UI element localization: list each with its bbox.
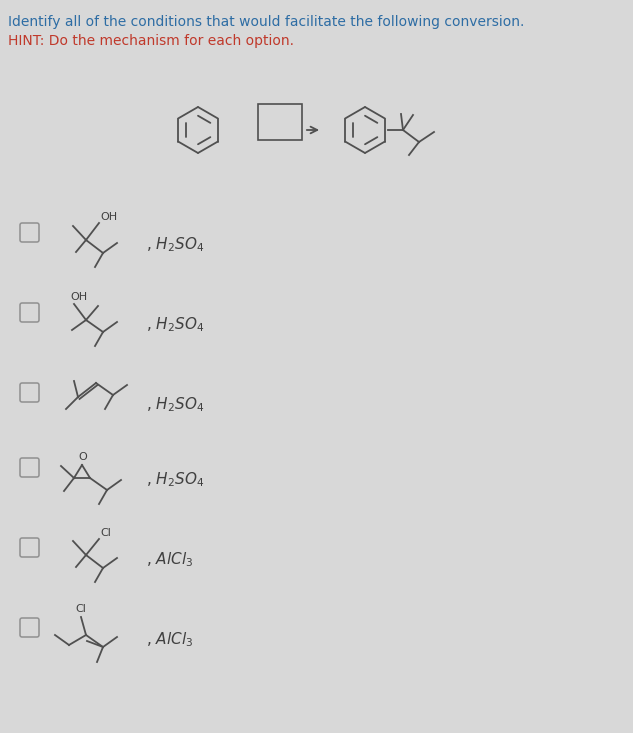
Text: , $H_2SO_4$: , $H_2SO_4$ — [146, 235, 204, 254]
Text: Identify all of the conditions that would facilitate the following conversion.: Identify all of the conditions that woul… — [8, 15, 524, 29]
FancyBboxPatch shape — [20, 458, 39, 477]
Text: Cl: Cl — [75, 604, 87, 614]
FancyBboxPatch shape — [258, 104, 302, 140]
Text: OH: OH — [100, 212, 117, 222]
Text: OH: OH — [70, 292, 87, 302]
Text: , $H_2SO_4$: , $H_2SO_4$ — [146, 396, 204, 414]
FancyBboxPatch shape — [20, 303, 39, 322]
Text: , $AlCl_3$: , $AlCl_3$ — [146, 550, 193, 570]
FancyBboxPatch shape — [20, 383, 39, 402]
FancyBboxPatch shape — [20, 223, 39, 242]
FancyBboxPatch shape — [20, 618, 39, 637]
Text: , $H_2SO_4$: , $H_2SO_4$ — [146, 316, 204, 334]
Text: Cl: Cl — [100, 528, 111, 538]
Text: O: O — [78, 452, 87, 462]
FancyBboxPatch shape — [20, 538, 39, 557]
Text: , $H_2SO_4$: , $H_2SO_4$ — [146, 471, 204, 490]
Text: , $AlCl_3$: , $AlCl_3$ — [146, 630, 193, 649]
Text: HINT: Do the mechanism for each option.: HINT: Do the mechanism for each option. — [8, 34, 294, 48]
